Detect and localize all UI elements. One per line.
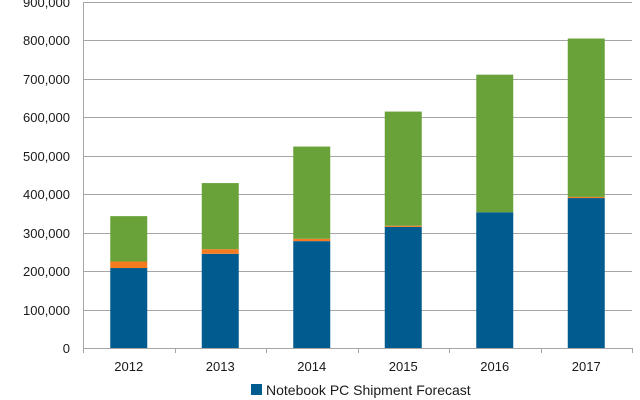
- grid-lines: [83, 2, 632, 349]
- x-tick-label: 2017: [572, 359, 601, 374]
- y-tick-label: 700,000: [23, 72, 70, 87]
- bar-segment: [201, 253, 239, 348]
- x-tick-label: 2014: [297, 359, 326, 374]
- y-tick-label: 800,000: [23, 33, 70, 48]
- x-tick-label: 2012: [114, 359, 143, 374]
- bar-segment: [110, 261, 148, 269]
- bar-segment: [201, 249, 239, 254]
- legend: Notebook PC Shipment Forecast: [251, 382, 471, 398]
- y-tick-label: 900,000: [23, 0, 70, 10]
- y-tick-label: 600,000: [23, 110, 70, 125]
- bar-segment: [384, 225, 422, 227]
- bar-segment: [293, 238, 331, 242]
- bar-segment: [384, 226, 422, 348]
- bars: [110, 38, 605, 348]
- y-axis-tick-labels: 0 100,000 200,000 300,000 400,000 500,000 600,…: [23, 0, 70, 356]
- bar-segment: [476, 212, 514, 348]
- legend-swatch-notebook: [251, 384, 262, 395]
- x-tick-label: 2015: [389, 359, 418, 374]
- y-tick-label: 500,000: [23, 149, 70, 164]
- y-tick-label: 100,000: [23, 303, 70, 318]
- bar-segment: [293, 146, 331, 239]
- bar-segment: [476, 74, 514, 213]
- bar-segment: [201, 183, 239, 250]
- bar-segment: [384, 111, 422, 226]
- y-tick-label: 200,000: [23, 264, 70, 279]
- bar-segment: [567, 198, 605, 348]
- bar-segment: [567, 38, 605, 197]
- legend-label-notebook: Notebook PC Shipment Forecast: [266, 382, 471, 398]
- bar-segment: [110, 268, 148, 348]
- bar-segment: [110, 216, 148, 262]
- y-tick-label: 0: [63, 341, 70, 356]
- x-tick-label: 2016: [480, 359, 509, 374]
- x-axis: 2012 2013 2014 2015 2016 2017: [83, 348, 633, 374]
- y-tick-label: 400,000: [23, 187, 70, 202]
- bar-segment: [567, 196, 605, 199]
- y-tick-label: 300,000: [23, 226, 70, 241]
- x-tick-label: 2013: [206, 359, 235, 374]
- bar-segment: [293, 241, 331, 348]
